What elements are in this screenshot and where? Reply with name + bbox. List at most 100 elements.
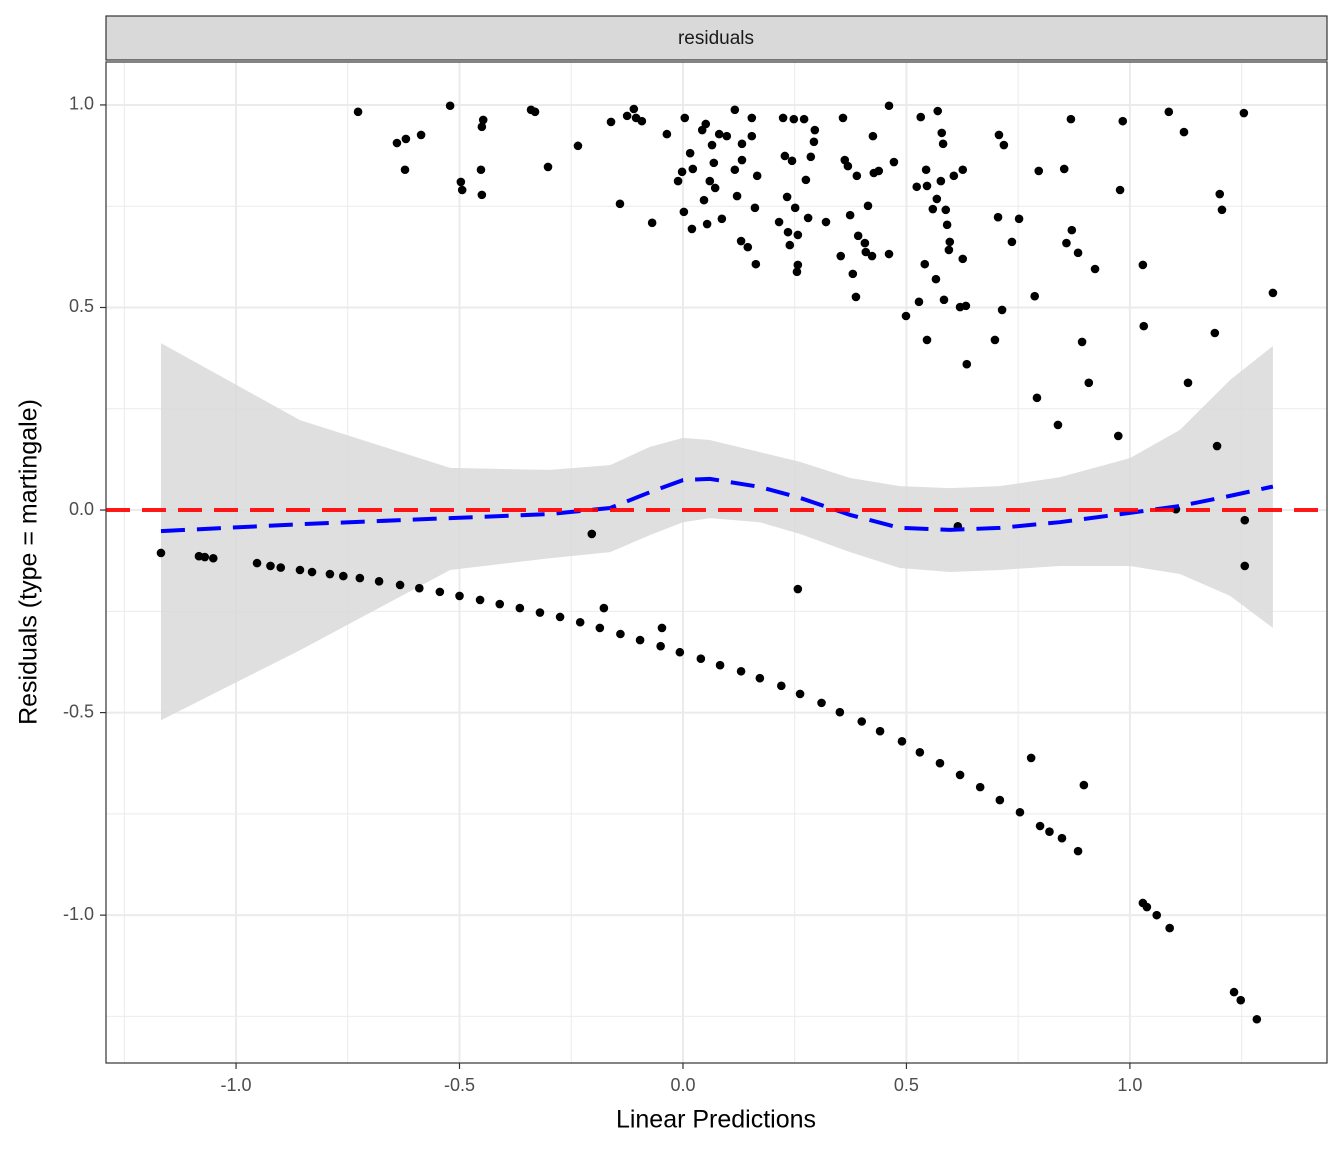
- point: [1179, 127, 1189, 137]
- point: [457, 185, 467, 195]
- point: [276, 563, 286, 572]
- point: [922, 335, 932, 345]
- point: [629, 104, 639, 114]
- point: [838, 113, 848, 123]
- point: [1073, 248, 1083, 258]
- point: [445, 101, 455, 111]
- point: [863, 201, 873, 211]
- point: [555, 612, 565, 622]
- point: [1164, 107, 1174, 117]
- point: [416, 130, 426, 140]
- ribbon-layer: [160, 343, 1273, 721]
- point: [1217, 205, 1227, 215]
- point: [792, 267, 802, 277]
- point: [1066, 114, 1076, 124]
- point: [1035, 821, 1045, 831]
- point: [914, 297, 924, 307]
- point: [1183, 378, 1193, 388]
- point: [707, 140, 717, 150]
- point: [687, 224, 697, 234]
- point: [595, 623, 605, 633]
- point: [778, 113, 788, 123]
- point: [868, 131, 878, 141]
- point: [353, 107, 363, 117]
- point: [543, 162, 553, 172]
- point: [476, 165, 486, 175]
- point: [252, 558, 262, 568]
- axes: -1.0 -0.5 0.0 0.5 1.0 -1.0 -0.5 0.0 0.5 1.0: [63, 94, 1142, 1095]
- point: [575, 617, 585, 627]
- point: [743, 242, 753, 252]
- point: [1252, 1014, 1262, 1024]
- point: [916, 112, 926, 122]
- y-tick-label: -0.5: [63, 701, 94, 721]
- point: [1090, 264, 1100, 274]
- panel-border: [105, 61, 1328, 1064]
- point: [801, 175, 811, 185]
- point: [752, 171, 762, 181]
- point: [921, 165, 931, 175]
- point: [374, 577, 384, 586]
- point: [884, 101, 894, 111]
- point: [1034, 166, 1044, 176]
- point: [675, 647, 685, 657]
- point: [702, 219, 712, 229]
- point: [736, 236, 746, 246]
- point: [942, 220, 952, 230]
- point: [935, 758, 945, 768]
- point: [793, 230, 803, 240]
- point: [937, 128, 947, 138]
- point: [1030, 291, 1040, 301]
- point: [897, 737, 907, 746]
- point: [1212, 441, 1222, 451]
- point: [949, 171, 959, 181]
- point: [806, 152, 816, 162]
- point: [944, 245, 954, 255]
- point: [339, 571, 348, 581]
- point: [730, 165, 740, 175]
- point: [747, 113, 757, 123]
- point: [836, 251, 846, 261]
- point: [477, 190, 487, 200]
- x-tick-label: 1.0: [1117, 1075, 1142, 1095]
- point: [1014, 214, 1024, 224]
- point: [266, 561, 275, 571]
- point: [975, 782, 985, 792]
- point: [737, 139, 747, 149]
- point: [915, 747, 925, 757]
- point: [395, 580, 405, 590]
- point: [867, 251, 877, 261]
- point: [392, 138, 402, 148]
- point: [156, 548, 166, 558]
- point: [755, 673, 765, 683]
- point: [932, 194, 942, 204]
- point: [662, 129, 672, 139]
- point: [999, 140, 1009, 150]
- point: [685, 148, 695, 158]
- point: [955, 770, 965, 780]
- point: [938, 139, 948, 149]
- point: [939, 295, 949, 305]
- point: [994, 130, 1004, 140]
- point: [208, 553, 218, 563]
- point: [1268, 288, 1278, 298]
- point: [1142, 902, 1152, 912]
- x-tick-label: -0.5: [444, 1075, 475, 1095]
- point: [200, 552, 210, 562]
- point: [875, 726, 885, 736]
- point: [475, 595, 485, 605]
- point: [696, 654, 706, 664]
- point: [599, 603, 609, 613]
- point: [853, 231, 863, 241]
- point: [795, 689, 805, 699]
- point: [495, 599, 505, 609]
- point: [616, 629, 625, 639]
- point: [933, 106, 943, 116]
- point: [709, 158, 719, 168]
- points-layer: [156, 101, 1278, 1024]
- point: [774, 217, 784, 227]
- point: [615, 199, 625, 209]
- point: [809, 137, 819, 147]
- point: [936, 176, 946, 186]
